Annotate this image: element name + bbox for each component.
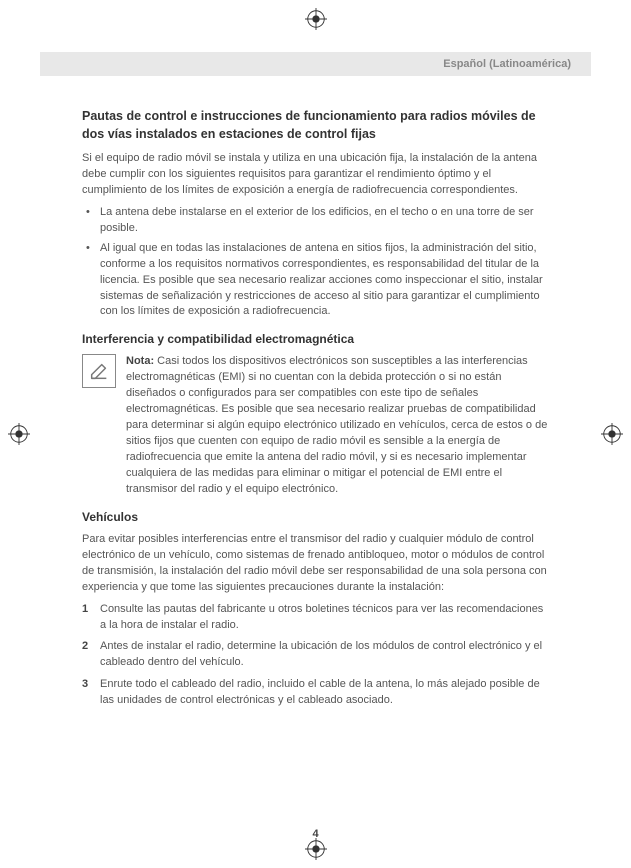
note-block: Nota: Casi todos los dispositivos electr… [82,354,549,497]
registration-mark-icon [305,8,327,30]
list-item: La antena debe instalarse en el exterior… [82,205,549,237]
header-band: Español (Latinoamérica) [40,52,591,76]
section-intro: Si el equipo de radio móvil se instala y… [82,151,549,199]
page-number: 4 [312,828,318,840]
note-pencil-icon [82,354,116,388]
note-label: Nota: [126,355,154,367]
list-item: Al igual que en todas las instalaciones … [82,241,549,321]
note-text: Nota: Casi todos los dispositivos electr… [126,354,549,497]
ordered-list: Consulte las pautas del fabricante u otr… [82,602,549,710]
section-heading: Interferencia y compatibilidad electroma… [82,332,549,346]
bullet-list: La antena debe instalarse en el exterior… [82,205,549,321]
page-content: Pautas de control e instrucciones de fun… [82,108,549,808]
header-language-label: Español (Latinoamérica) [443,58,571,70]
list-item: Consulte las pautas del fabricante u otr… [82,602,549,634]
section-intro: Para evitar posibles interferencias entr… [82,532,549,596]
note-body: Casi todos los dispositivos electrónicos… [126,355,547,495]
section-heading: Vehículos [82,510,549,524]
list-item: Enrute todo el cableado del radio, inclu… [82,677,549,709]
registration-mark-icon [601,423,623,445]
section-heading: Pautas de control e instrucciones de fun… [82,108,549,143]
registration-mark-icon [305,838,327,860]
registration-mark-icon [8,423,30,445]
list-item: Antes de instalar el radio, determine la… [82,639,549,671]
